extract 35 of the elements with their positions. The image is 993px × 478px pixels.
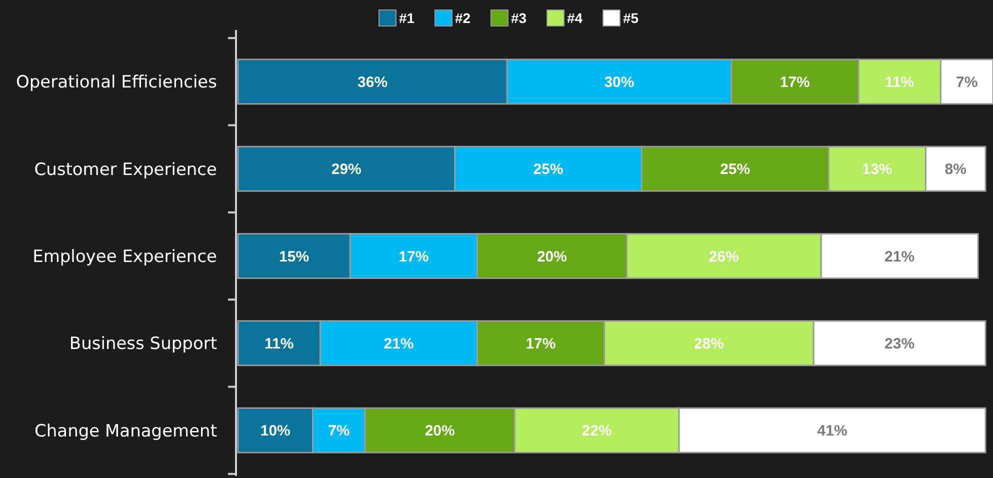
data-label: 21% [384, 335, 414, 352]
data-label: 25% [533, 161, 564, 178]
legend-label: #1 [399, 10, 415, 26]
y-tick-label: Change Management [34, 421, 218, 442]
data-label: 29% [331, 161, 362, 178]
data-label: 20% [536, 248, 567, 266]
data-label: 41% [817, 422, 848, 440]
data-label: 13% [862, 161, 892, 178]
data-label: 17% [398, 248, 429, 266]
legend-label: #2 [455, 10, 471, 26]
legend-label: #3 [511, 10, 527, 26]
data-label: 30% [604, 74, 634, 91]
data-label: 36% [358, 74, 388, 91]
legend-label: #5 [623, 10, 639, 26]
data-label: 25% [720, 161, 750, 178]
y-tick-label: Operational Efficiencies [16, 72, 218, 93]
y-tick-label: Business Support [69, 334, 218, 354]
data-label: 7% [328, 422, 350, 440]
data-label: 11% [264, 335, 294, 352]
data-label: 11% [884, 74, 914, 91]
y-tick-label: Customer Experience [34, 160, 217, 180]
y-tick-label: Employee Experience [32, 246, 217, 267]
data-label: 23% [884, 335, 915, 352]
data-label: 8% [944, 161, 966, 178]
legend-label: #4 [567, 10, 583, 26]
data-label: 17% [780, 74, 810, 91]
data-label: 20% [424, 422, 455, 440]
data-label: 7% [956, 74, 978, 91]
data-label: 10% [260, 422, 290, 440]
data-label: 15% [279, 248, 310, 266]
data-label: 26% [708, 248, 739, 266]
data-label: 17% [526, 335, 556, 352]
data-label: 28% [694, 335, 724, 352]
data-label: 22% [582, 422, 612, 440]
data-label: 21% [884, 248, 915, 266]
